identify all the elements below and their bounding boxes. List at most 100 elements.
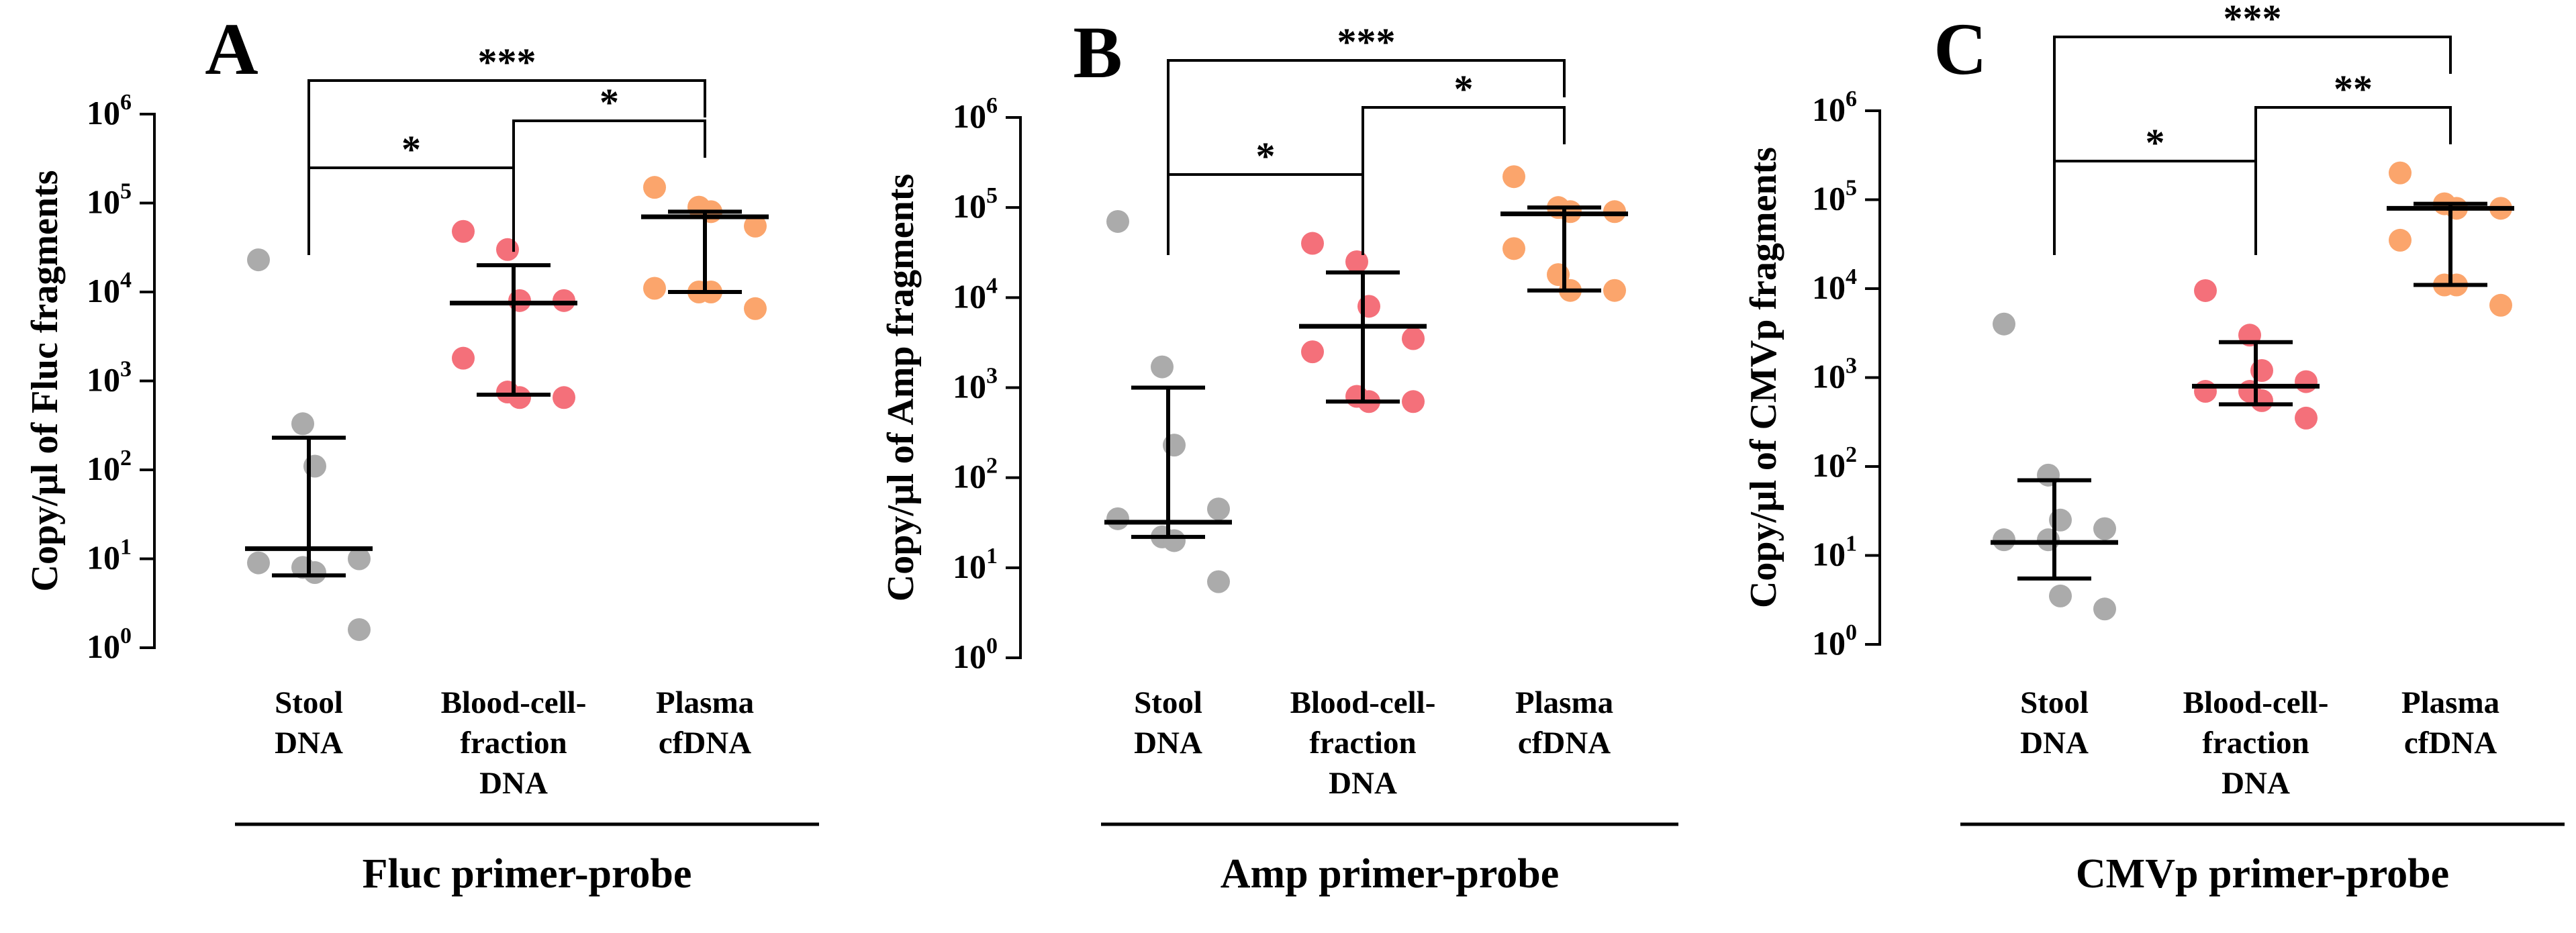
y-tick-base: 10 <box>87 361 120 399</box>
y-tick-exponent: 5 <box>1846 176 1857 201</box>
y-tick-label: 103 <box>1812 354 1857 395</box>
data-point <box>348 547 371 571</box>
significance-bracket <box>1167 59 1566 255</box>
data-point <box>2489 293 2512 317</box>
data-point <box>1402 327 1425 350</box>
data-point <box>553 386 575 409</box>
data-point <box>2093 517 2116 540</box>
y-tick-exponent: 4 <box>120 268 132 293</box>
data-point <box>2049 584 2072 607</box>
y-tick-base: 10 <box>953 458 986 495</box>
category-label: fraction <box>1309 726 1416 760</box>
data-point <box>2093 597 2116 621</box>
y-tick-label: 102 <box>953 454 998 495</box>
data-point <box>247 248 270 272</box>
y-tick-label: 102 <box>1812 442 1857 484</box>
x-axis-label: Amp primer-probe <box>1221 851 1560 897</box>
y-tick-exponent: 3 <box>1846 354 1857 379</box>
y-tick-base: 10 <box>1812 536 1846 573</box>
y-tick-label: 102 <box>87 446 132 487</box>
data-point <box>1993 312 2015 336</box>
category-label: Stool <box>1134 685 1202 720</box>
y-tick-base: 10 <box>1812 446 1846 484</box>
y-tick-base: 10 <box>1812 180 1846 217</box>
y-tick-exponent: 0 <box>120 624 132 648</box>
y-tick-label: 104 <box>87 268 132 309</box>
y-tick-exponent: 4 <box>986 273 998 298</box>
category-label: cfDNA <box>1518 726 1611 760</box>
y-tick-label: 106 <box>953 93 998 135</box>
significance-label: *** <box>478 40 536 84</box>
data-point <box>2194 279 2217 302</box>
data-point <box>1301 340 1324 364</box>
y-tick-exponent: 3 <box>986 364 998 389</box>
data-point <box>291 412 314 436</box>
y-axis-label: Copy/µl of CMVp fragments <box>1743 147 1784 608</box>
significance-bracket <box>2053 36 2452 255</box>
significance-label: * <box>2146 121 2165 164</box>
y-tick-label: 103 <box>87 357 132 399</box>
category-label: DNA <box>1134 726 1202 760</box>
y-tick-label: 106 <box>1812 87 1857 128</box>
y-tick-base: 10 <box>953 277 986 315</box>
category-label: Plasma <box>2401 685 2499 720</box>
category-label: Plasma <box>1515 685 1613 720</box>
data-point <box>1106 507 1129 530</box>
y-tick-label: 100 <box>953 634 998 675</box>
y-tick-label: 100 <box>87 624 132 665</box>
significance-bracket <box>2053 160 2257 255</box>
y-tick-label: 105 <box>1812 176 1857 217</box>
y-tick-base: 10 <box>1812 624 1846 662</box>
y-tick-base: 10 <box>953 548 986 585</box>
data-point <box>2295 370 2318 393</box>
x-axis-label: CMVp primer-probe <box>2076 851 2449 897</box>
y-tick-base: 10 <box>1812 268 1846 306</box>
data-point <box>2389 228 2412 252</box>
data-point <box>1603 279 1626 302</box>
data-point <box>1502 237 1525 260</box>
y-tick-label: 103 <box>953 364 998 405</box>
category-label: Plasma <box>656 685 754 720</box>
y-tick-label: 105 <box>953 183 998 225</box>
data-point <box>2295 406 2318 430</box>
data-point <box>452 346 475 370</box>
y-tick-base: 10 <box>1812 91 1846 128</box>
y-tick-label: 104 <box>953 273 998 315</box>
y-tick-exponent: 4 <box>1846 264 1857 289</box>
y-tick-exponent: 1 <box>986 544 998 569</box>
data-point <box>452 219 475 243</box>
y-tick-label: 106 <box>87 90 132 132</box>
y-tick-exponent: 1 <box>1846 532 1857 556</box>
y-tick-base: 10 <box>953 187 986 225</box>
y-tick-exponent: 6 <box>120 90 132 115</box>
category-label: Blood-cell- <box>1290 685 1436 720</box>
y-tick-label: 101 <box>87 535 132 577</box>
category-label: DNA <box>479 766 548 801</box>
significance-bracket <box>1167 173 1364 255</box>
y-tick-label: 100 <box>1812 620 1857 662</box>
significance-bracket <box>307 79 706 255</box>
y-tick-base: 10 <box>953 368 986 405</box>
category-label: Stool <box>2020 685 2089 720</box>
category-label: DNA <box>2020 726 2089 760</box>
category-label: DNA <box>1329 766 1397 801</box>
data-point <box>2194 380 2217 403</box>
panel-letter: A <box>205 8 258 90</box>
category-label: cfDNA <box>2404 726 2497 760</box>
data-point <box>1345 250 1368 273</box>
y-tick-exponent: 1 <box>120 535 132 560</box>
category-label: Stool <box>275 685 343 720</box>
data-point <box>1301 232 1324 255</box>
y-tick-exponent: 2 <box>986 454 998 479</box>
panel-letter: C <box>1934 8 1987 90</box>
data-point <box>1402 390 1425 413</box>
significance-bracket <box>512 119 706 252</box>
data-point <box>348 618 371 641</box>
panel-letter: B <box>1073 11 1122 93</box>
category-label: Blood-cell- <box>2183 685 2329 720</box>
y-tick-exponent: 5 <box>986 183 998 208</box>
